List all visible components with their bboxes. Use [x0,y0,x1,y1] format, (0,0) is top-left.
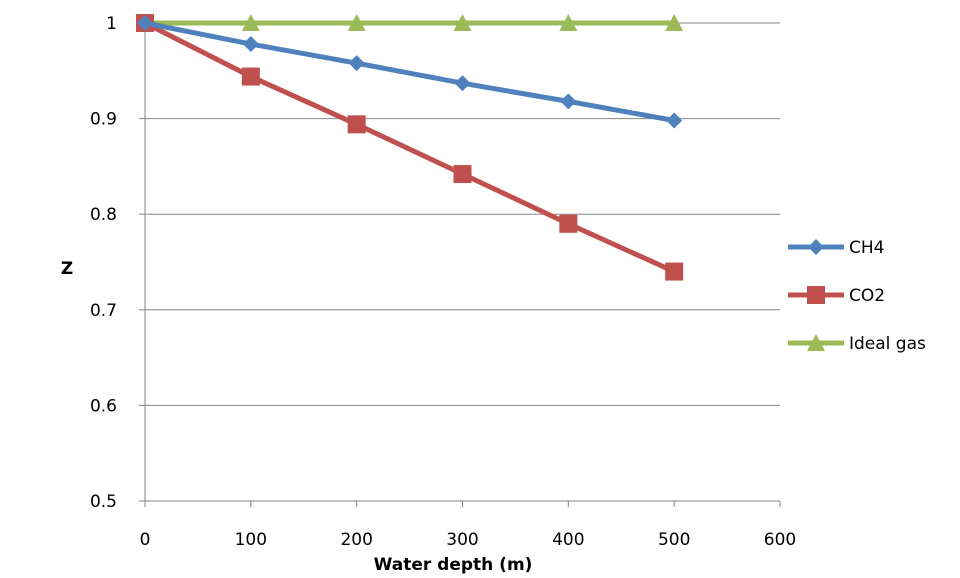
x-tick-label: 400 [552,530,584,550]
data-point-co2 [559,214,578,233]
data-point-ch4 [137,15,153,31]
data-point-co2 [241,67,260,86]
x-tick-label: 100 [235,530,267,550]
legend-item-ch4: CH4 [788,238,884,258]
legend-label: CH4 [849,238,884,258]
y-tick-label: 1 [106,14,117,34]
axes: 0.5 0.6 0.7 0.8 0.9 1 0 100 200 300 400 500 600 [90,14,796,550]
data-point-ideal-gas [665,14,684,31]
series-ideal-gas [136,14,684,31]
x-tick-label: 600 [764,530,796,550]
data-point-ch4 [348,55,365,72]
x-tick-label: 300 [446,530,478,550]
data-point-ch4 [666,112,683,129]
y-axis-title: Z [61,259,73,279]
data-point-ideal-gas [347,14,366,31]
legend: CH4 CO2 Ideal gas [788,238,926,354]
y-tick-label: 0.6 [90,396,117,416]
data-point-ch4 [454,75,471,92]
x-tick-label: 500 [658,530,690,550]
series-co2 [136,14,684,281]
legend-item-co2: CO2 [788,286,885,306]
x-tick-label: 200 [340,530,372,550]
series-line-ch4 [144,20,675,123]
y-tick-label: 0.8 [90,205,117,225]
legend-item-ideal-gas: Ideal gas [788,334,926,354]
legend-label: CO2 [849,286,885,306]
series-line-co2 [143,20,676,274]
y-tick-label: 0.5 [90,492,117,512]
legend-swatch-marker [808,239,824,255]
data-point-ch4 [560,93,577,110]
data-point-co2 [453,165,472,184]
x-tick-label: 0 [140,530,151,550]
data-point-co2 [347,115,366,134]
data-point-ideal-gas [559,14,578,31]
legend-swatch-marker [807,286,825,304]
data-point-ch4 [242,36,259,53]
data-point-ideal-gas [453,14,472,31]
data-point-ideal-gas [241,14,260,31]
plot-series [136,14,684,281]
data-point-co2 [665,262,684,281]
legend-label: Ideal gas [849,334,926,354]
y-tick-label: 0.9 [90,110,117,130]
legend-swatch-marker [807,334,825,351]
y-tick-label: 0.7 [90,301,117,321]
series-ch4 [137,15,683,129]
x-axis-title: Water depth (m) [374,555,533,575]
